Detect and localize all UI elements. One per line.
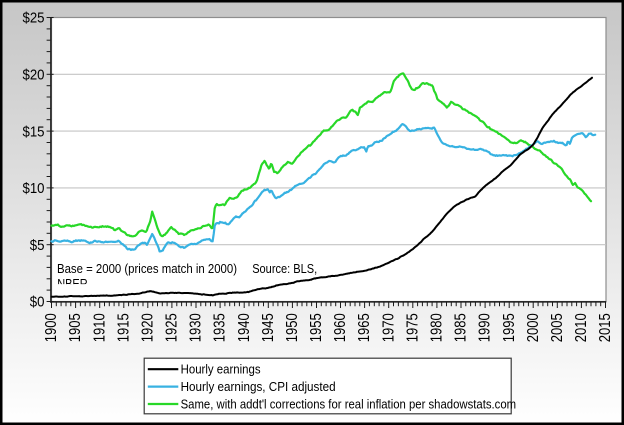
svg-text:1935: 1935	[212, 313, 229, 342]
svg-text:1950: 1950	[284, 313, 301, 342]
svg-text:1970: 1970	[380, 313, 397, 342]
svg-text:1940: 1940	[236, 313, 253, 342]
svg-text:1905: 1905	[67, 313, 84, 342]
svg-text:1985: 1985	[453, 313, 470, 342]
svg-text:Source: BLS,: Source: BLS,	[252, 262, 317, 276]
svg-text:$10: $10	[23, 180, 45, 197]
svg-text:1960: 1960	[332, 313, 349, 342]
svg-text:1915: 1915	[115, 313, 132, 342]
svg-text:$25: $25	[23, 10, 45, 27]
svg-text:1990: 1990	[477, 313, 494, 342]
svg-text:$20: $20	[23, 67, 45, 84]
svg-text:1910: 1910	[91, 313, 108, 342]
svg-text:2005: 2005	[549, 313, 566, 342]
svg-text:2015: 2015	[597, 313, 614, 342]
svg-text:$5: $5	[30, 237, 45, 254]
svg-text:1900: 1900	[43, 313, 60, 342]
svg-text:1945: 1945	[260, 313, 277, 342]
svg-text:NBER: NBER	[57, 277, 87, 291]
svg-text:2000: 2000	[525, 313, 542, 342]
svg-text:1975: 1975	[404, 313, 421, 342]
svg-text:1925: 1925	[164, 313, 181, 342]
svg-text:1965: 1965	[356, 313, 373, 342]
svg-text:2010: 2010	[573, 313, 590, 342]
svg-text:1930: 1930	[188, 313, 205, 342]
svg-text:Base = 2000 (prices match in 2: Base = 2000 (prices match in 2000)	[57, 262, 237, 276]
svg-text:$0: $0	[30, 294, 45, 311]
svg-text:Hourly earnings: Hourly earnings	[181, 363, 261, 377]
svg-text:1920: 1920	[139, 313, 156, 342]
svg-text:1980: 1980	[429, 313, 446, 342]
svg-text:Same, with addt'l corrections: Same, with addt'l corrections for real i…	[181, 398, 516, 412]
svg-text:1995: 1995	[501, 313, 518, 342]
svg-text:$15: $15	[23, 123, 45, 140]
svg-text:Hourly earnings, CPI adjusted: Hourly earnings, CPI adjusted	[181, 380, 336, 394]
svg-text:1955: 1955	[308, 313, 325, 342]
